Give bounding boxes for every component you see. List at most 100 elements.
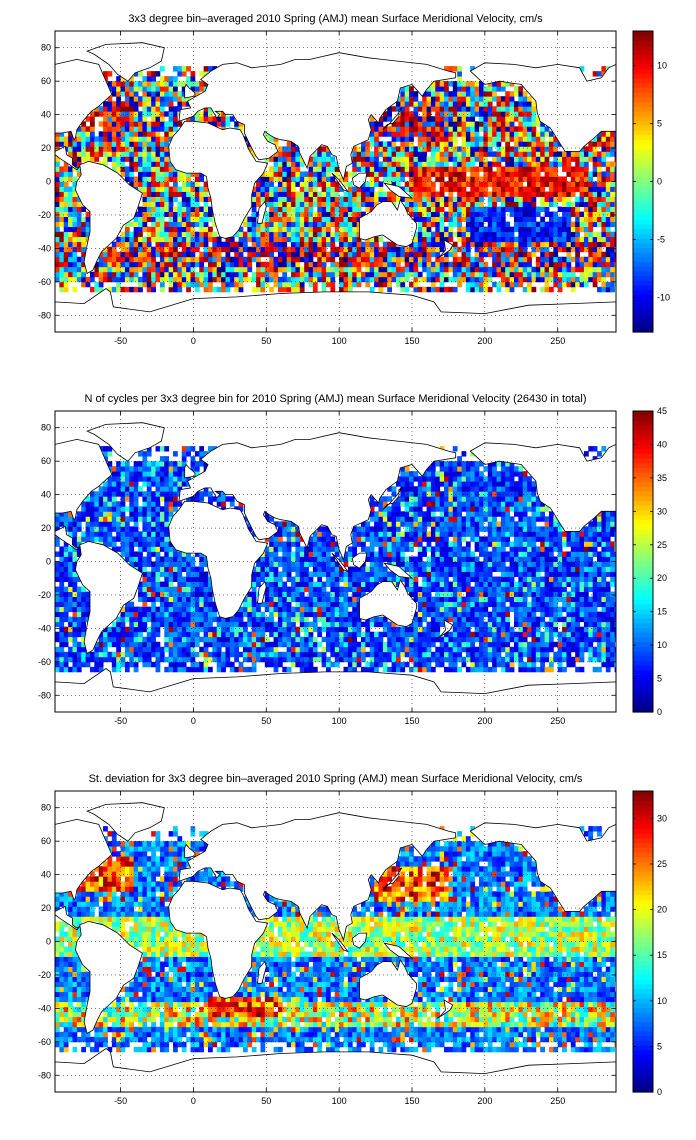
bin-cell [343,181,349,187]
bin-cell [260,571,266,577]
bin-cell [260,641,266,648]
bin-cell [116,626,121,633]
bin-cell [505,131,511,137]
bin-cell [111,151,117,157]
bin-cell [216,636,222,643]
bin-cell [199,266,205,273]
bin-cell [404,131,410,137]
bin-cell [59,561,65,567]
bin-cell [216,246,222,253]
bin-cell [221,256,226,263]
bin-cell [474,141,480,147]
bin-cell [592,216,598,223]
bin-cell [334,246,340,253]
bin-cell [89,511,95,517]
bin-cell [514,221,519,228]
bin-cell [146,101,152,107]
bin-cell [531,266,537,273]
bin-cell [63,616,69,623]
bin-cell [291,256,296,263]
bin-cell [146,91,152,97]
bin-cell [540,146,545,152]
bin-cell [286,286,292,293]
bin-cell [173,116,178,122]
bin-cell [435,231,441,238]
bin-cell [570,191,576,197]
bin-cell [120,81,126,87]
bin-cell [492,281,497,288]
bin-cell [435,166,441,172]
bin-cell [173,506,178,512]
bin-cell [531,131,537,137]
bin-cell [181,271,187,278]
bin-cell [487,111,493,117]
bin-cell [94,261,100,268]
bin-cell [457,96,462,102]
bin-cell [229,631,235,638]
bin-cell [352,171,358,177]
bin-cell [479,251,484,258]
bin-cell [422,261,427,268]
bin-cell [120,641,126,648]
bin-cell [59,166,65,172]
bin-cell [129,511,135,517]
bin-cell [173,246,178,253]
bin-cell [448,101,454,107]
bin-cell [124,626,130,633]
bin-cell [103,101,108,107]
bin-cell [597,211,602,218]
bin-cell [155,486,161,492]
bin-cell [299,231,305,238]
bin-cell [190,231,196,238]
bin-cell [487,286,493,293]
bin-cell [63,161,69,167]
bin-cell [225,121,231,127]
bin-cell [435,161,441,167]
bin-cell [260,261,266,268]
bin-cell [142,171,148,177]
bin-cell [76,641,82,648]
bin-cell [116,131,121,137]
bin-cell [352,281,358,288]
bin-cell [72,271,78,278]
bin-cell [273,161,279,167]
bin-cell [208,581,213,587]
bin-cell [234,656,239,663]
bin-cell [291,231,296,238]
bin-cell [439,241,445,248]
bin-cell [151,181,156,187]
bin-cell [592,281,598,288]
bin-cell [269,216,274,223]
bin-cell [422,121,427,127]
bin-cell [505,231,511,238]
bin-cell [181,201,187,207]
bin-cell [103,646,108,653]
bin-cell [566,271,572,278]
bin-cell [514,271,519,278]
bin-cell [343,241,349,248]
bin-cell [422,106,427,112]
bin-cell [229,276,235,283]
bin-cell [452,136,458,142]
bin-cell [208,231,213,238]
bin-cell [286,231,292,238]
bin-cell [553,261,559,268]
bin-cell [356,151,362,157]
bin-cell [465,131,471,137]
bin-cell [448,111,454,117]
bin-cell [387,281,392,288]
bin-cell [190,171,196,177]
bin-cell [391,146,397,152]
bin-cell [527,136,532,142]
bin-cell [448,201,454,207]
bin-cell [365,171,371,177]
bin-cell [522,261,528,268]
bin-cell [199,231,205,238]
bin-cell [260,601,266,608]
bin-cell [553,246,559,253]
bin-cell [164,571,170,577]
bin-cell [63,666,69,673]
bin-cell [98,511,104,517]
bin-cell [111,626,117,633]
bin-cell [155,581,161,587]
